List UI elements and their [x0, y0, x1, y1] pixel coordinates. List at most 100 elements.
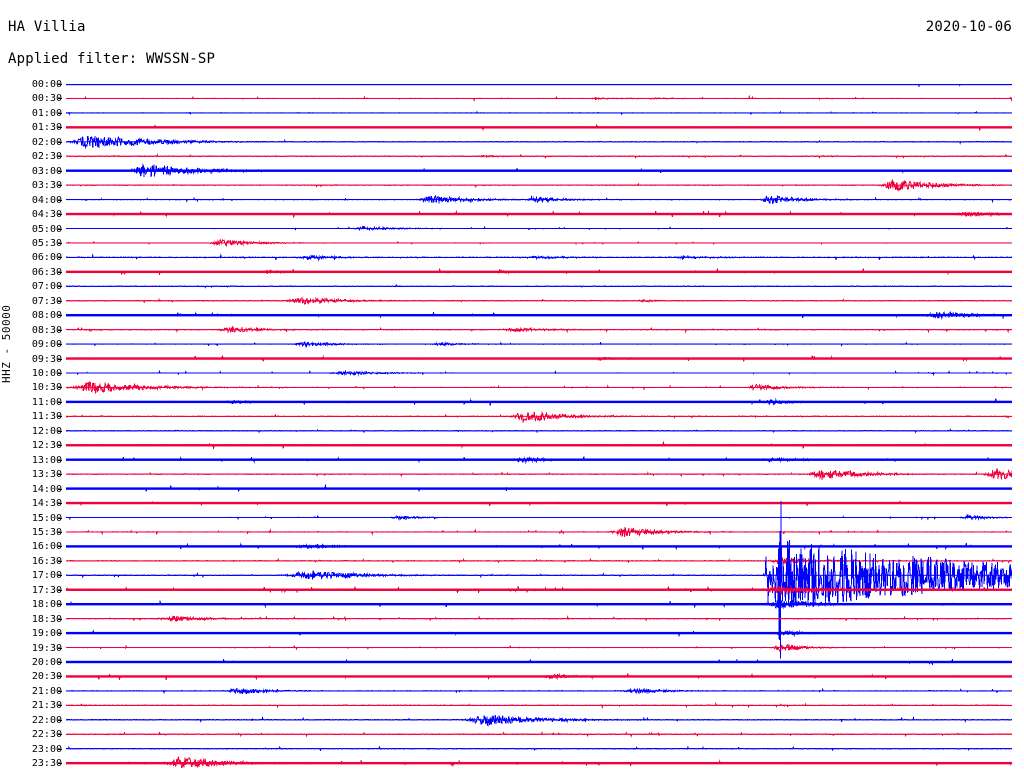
trace-baseline [66, 618, 1012, 620]
time-label: 22:30 [31, 729, 62, 741]
time-label: 02:30 [31, 151, 62, 163]
time-tick [58, 416, 62, 418]
time-tick [58, 676, 62, 678]
trace-baseline [66, 675, 1012, 678]
time-tick [58, 589, 62, 591]
trace-baseline [66, 690, 1012, 692]
time-tick [58, 170, 62, 172]
time-tick [58, 228, 62, 230]
time-label: 11:30 [31, 411, 62, 423]
time-label: 01:00 [31, 107, 62, 119]
trace-baseline [66, 487, 1012, 490]
time-tick [58, 734, 62, 736]
time-tick [58, 98, 62, 100]
time-label: 13:00 [31, 454, 62, 466]
trace-baseline [66, 660, 1012, 664]
trace-baseline [66, 761, 1012, 765]
time-tick [58, 242, 62, 244]
time-label: 07:30 [31, 295, 62, 307]
time-tick [58, 560, 62, 562]
time-tick [58, 214, 62, 216]
trace-baseline [66, 517, 1012, 518]
time-tick [58, 503, 62, 505]
time-tick [58, 156, 62, 158]
trace-baseline [66, 343, 1012, 345]
time-tick [58, 647, 62, 649]
trace-baseline [66, 212, 1012, 216]
time-tick [58, 705, 62, 707]
record-date: 2020-10-06 [925, 19, 1012, 35]
time-label: 05:00 [31, 223, 62, 235]
time-label: 19:30 [31, 642, 62, 654]
time-tick [58, 401, 62, 403]
time-tick [58, 344, 62, 346]
trace-baseline [66, 631, 1012, 635]
trace-baseline [66, 415, 1012, 417]
time-tick [58, 633, 62, 635]
time-tick [58, 84, 62, 85]
time-label: 11:00 [31, 396, 62, 408]
trace-baseline [66, 285, 1012, 287]
time-tick [58, 112, 62, 114]
trace-baseline [66, 357, 1012, 360]
trace-baseline [66, 300, 1012, 302]
time-tick [58, 257, 62, 259]
time-label: 18:00 [31, 599, 62, 611]
time-tick [58, 690, 62, 692]
time-label: 20:30 [31, 671, 62, 683]
time-tick [58, 329, 62, 331]
trace-baseline [66, 270, 1012, 274]
time-label: 04:00 [31, 194, 62, 206]
trace-baseline [66, 112, 1012, 114]
trace-baseline [66, 560, 1012, 562]
trace-baseline [66, 126, 1012, 129]
time-tick [58, 127, 62, 129]
time-label: 01:30 [31, 122, 62, 134]
time-tick [58, 618, 62, 620]
time-label: 00:00 [31, 79, 62, 90]
time-tick [58, 358, 62, 360]
time-tick [58, 141, 62, 143]
helicorder-plot [66, 84, 1012, 768]
time-label: 08:30 [31, 324, 62, 336]
time-tick [58, 546, 62, 548]
time-label: 17:30 [31, 584, 62, 596]
time-tick [58, 445, 62, 447]
trace-baseline [66, 501, 1012, 505]
time-label: 23:30 [31, 758, 62, 770]
time-tick [58, 748, 62, 750]
time-tick [58, 185, 62, 187]
trace-baseline [66, 228, 1012, 229]
time-label: 06:00 [31, 252, 62, 264]
time-label: 05:30 [31, 237, 62, 249]
trace-baseline [66, 141, 1012, 143]
time-label: 12:00 [31, 425, 62, 437]
time-tick [58, 763, 62, 765]
time-label: 22:00 [31, 714, 62, 726]
trace-line [66, 501, 1012, 659]
time-tick [58, 474, 62, 476]
time-label: 08:00 [31, 310, 62, 322]
time-tick [58, 459, 62, 461]
time-label: 20:00 [31, 657, 62, 668]
trace-baseline [66, 386, 1012, 388]
trace-baseline [66, 242, 1012, 244]
time-label: 21:00 [31, 685, 62, 697]
time-label: 12:30 [31, 440, 62, 452]
time-label: 09:30 [31, 353, 62, 365]
time-label: 02:00 [31, 136, 62, 148]
time-tick [58, 531, 62, 533]
time-tick [58, 517, 62, 519]
trace-baseline [66, 400, 1012, 404]
trace-baseline [66, 748, 1012, 750]
station-title: HA Villia [8, 19, 86, 35]
trace-baseline [66, 84, 1012, 86]
time-tick [58, 604, 62, 606]
trace-baseline [66, 155, 1012, 157]
trace-baseline [66, 545, 1012, 548]
time-label: 15:00 [31, 512, 62, 524]
time-tick [58, 373, 62, 374]
trace-baseline [66, 329, 1012, 331]
trace-baseline [66, 588, 1012, 591]
